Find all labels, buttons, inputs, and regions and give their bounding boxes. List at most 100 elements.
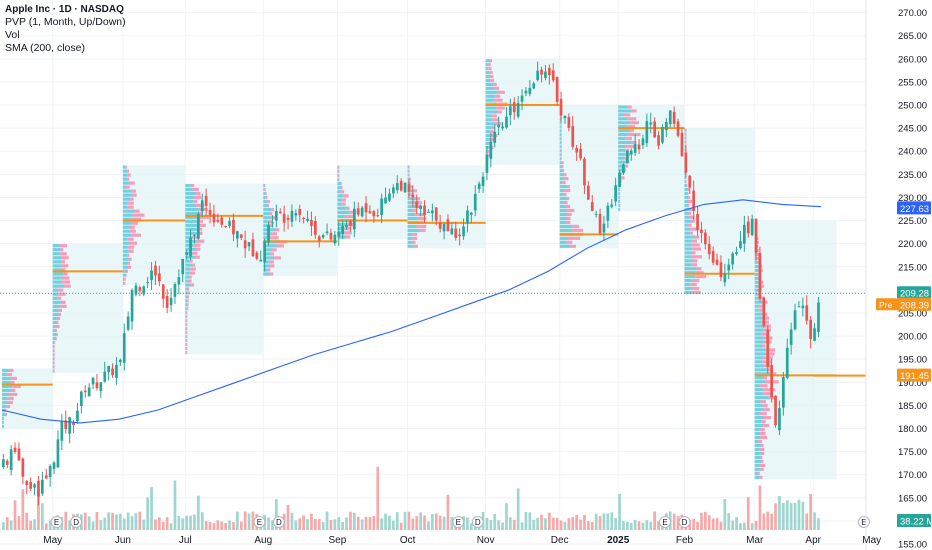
volume-bar bbox=[173, 480, 177, 530]
profile-row-up bbox=[2, 412, 6, 417]
profile-row-down bbox=[690, 263, 698, 267]
volume-bar bbox=[208, 522, 212, 530]
candle-body bbox=[750, 218, 754, 236]
profile-row-down bbox=[570, 244, 576, 248]
profile-row-down bbox=[199, 207, 208, 212]
profile-row-down bbox=[687, 211, 692, 215]
profile-row-up bbox=[337, 173, 339, 178]
candle-body bbox=[524, 90, 528, 94]
dividend-marker bbox=[70, 516, 83, 528]
profile-row-down bbox=[132, 193, 137, 197]
profile-row-up bbox=[52, 333, 57, 337]
profile-row-down bbox=[409, 181, 411, 185]
candle-body bbox=[462, 226, 465, 237]
candle-body bbox=[68, 417, 71, 434]
profile-row-up bbox=[754, 423, 764, 428]
profile-row-up bbox=[52, 337, 56, 341]
profile-row-down bbox=[562, 169, 565, 173]
legend-indicator-sma[interactable]: SMA (200, close) bbox=[5, 42, 85, 54]
profile-row-up bbox=[407, 201, 418, 205]
volume-bar bbox=[743, 522, 746, 530]
volume-bar bbox=[314, 519, 317, 530]
profile-row-up bbox=[485, 141, 489, 146]
candle-body bbox=[719, 262, 723, 278]
candle-body bbox=[200, 200, 204, 212]
profile-row-up bbox=[559, 236, 568, 240]
profile-row-up bbox=[185, 183, 191, 188]
profile-row-up bbox=[559, 165, 563, 169]
profile-row-down bbox=[6, 372, 12, 377]
profile-row-down bbox=[129, 229, 136, 233]
volume-bar bbox=[731, 520, 734, 530]
profile-row-down bbox=[53, 349, 55, 353]
profile-row-up bbox=[122, 233, 132, 237]
legend-indicator-vol[interactable]: Vol bbox=[5, 29, 20, 41]
volume-bar bbox=[641, 522, 645, 530]
profile-row-down bbox=[561, 133, 562, 137]
profile-row-down bbox=[696, 267, 702, 271]
candle-body bbox=[583, 158, 586, 186]
y-tick-label: 165.00 bbox=[898, 493, 927, 504]
earnings-marker-label: E bbox=[257, 518, 262, 527]
profile-row-down bbox=[695, 275, 707, 279]
profile-row-down bbox=[193, 195, 202, 200]
profile-row-down bbox=[560, 121, 562, 125]
candle-body bbox=[477, 183, 481, 189]
candle-body bbox=[259, 259, 263, 262]
profile-row-down bbox=[687, 203, 690, 207]
candle-body bbox=[216, 219, 220, 222]
profile-row-down bbox=[269, 264, 275, 268]
volume-bar bbox=[232, 522, 235, 530]
volume-bar bbox=[294, 520, 298, 530]
profile-row-down bbox=[489, 137, 494, 142]
candle-body bbox=[805, 305, 809, 321]
profile-row-up bbox=[618, 152, 627, 156]
candle-body bbox=[99, 382, 103, 392]
profile-row-down bbox=[489, 74, 494, 79]
profile-row-up bbox=[122, 209, 135, 213]
candle-body bbox=[310, 219, 313, 226]
candle-body bbox=[548, 67, 551, 76]
candle-body bbox=[95, 382, 99, 389]
profile-row-up bbox=[337, 169, 339, 173]
volume-bar bbox=[44, 523, 48, 530]
candle-body bbox=[813, 328, 816, 341]
profile-row-down bbox=[130, 217, 142, 221]
profile-row-down bbox=[186, 307, 189, 311]
candle-body bbox=[528, 87, 532, 94]
profile-row-up bbox=[684, 199, 688, 203]
volume-bar bbox=[103, 517, 107, 530]
volume-bar bbox=[657, 521, 660, 530]
profile-row-down bbox=[492, 118, 500, 122]
volume-tag-bg bbox=[897, 514, 931, 527]
profile-row-down bbox=[763, 408, 770, 412]
x-tick-label: Dec bbox=[551, 535, 569, 546]
profile-row-down bbox=[127, 253, 130, 257]
candle-body bbox=[536, 70, 539, 81]
profile-row-up bbox=[754, 419, 762, 424]
profile-row-up bbox=[122, 269, 126, 273]
profile-row-up bbox=[263, 220, 268, 224]
profile-row-down bbox=[620, 176, 625, 180]
candle-body bbox=[25, 481, 29, 485]
profile-row-down bbox=[412, 209, 418, 213]
profile-row-up bbox=[122, 261, 129, 265]
y-tick-label: 200.00 bbox=[898, 332, 927, 343]
profile-row-down bbox=[275, 228, 280, 232]
volume-bar bbox=[692, 518, 695, 530]
volume-bar bbox=[555, 517, 559, 530]
volume-bar bbox=[17, 516, 21, 530]
profile-row-up bbox=[263, 200, 268, 204]
profile-row-up bbox=[52, 361, 55, 365]
profile-row-down bbox=[276, 244, 285, 248]
profile-row-up bbox=[337, 223, 346, 227]
legend-title[interactable]: Apple Inc · 1D · NASDAQ bbox=[5, 4, 124, 15]
volume-bar bbox=[793, 502, 797, 530]
profile-row-down bbox=[624, 164, 629, 168]
candle-body bbox=[177, 277, 181, 285]
profile-row-down bbox=[416, 197, 421, 201]
candle-body bbox=[290, 210, 294, 222]
legend-indicator-pvp[interactable]: PVP (1, Month, Up/Down) bbox=[5, 16, 126, 28]
earnings-marker bbox=[253, 516, 266, 528]
